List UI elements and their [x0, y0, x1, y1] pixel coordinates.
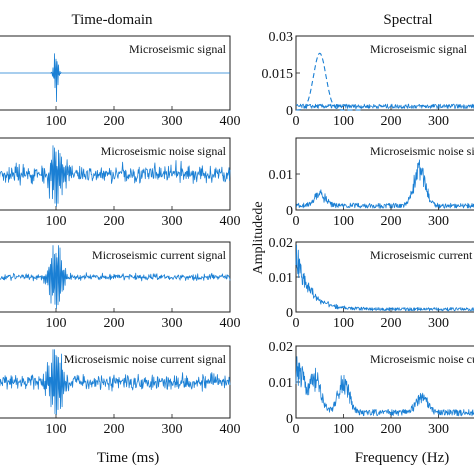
signal-trace — [295, 244, 474, 312]
x-tick-label: 300 — [162, 422, 183, 437]
y-tick-label: 0.01 — [269, 376, 294, 391]
panel-label: Microseismic signal — [129, 42, 227, 56]
panel-5-time: 100 200 300 400 Microseismic current signal — [0, 241, 241, 331]
panel-8-spectral: 0 100 200 300 0 0.01 0.02 Microseismic noise cu… — [269, 340, 474, 437]
dashed-peak-trace — [295, 52, 363, 111]
frequency-axis-label: Frequency (Hz) — [355, 450, 450, 466]
y-tick-label: 0 — [286, 204, 293, 219]
y-tick-label: 0.02 — [269, 236, 294, 251]
signal-trace — [295, 356, 474, 417]
x-tick-label: 400 — [220, 114, 241, 129]
x-tick-label: 200 — [104, 114, 125, 129]
x-tick-label: 100 — [333, 316, 354, 331]
signal-trace — [0, 349, 231, 415]
x-tick-label: 300 — [428, 422, 449, 437]
signal-trace — [0, 245, 231, 309]
amplitude-axis-label: Amplitudede — [251, 201, 266, 274]
x-tick-label: 100 — [333, 422, 354, 437]
x-tick-label: 300 — [428, 214, 449, 229]
x-tick-label: 200 — [381, 422, 402, 437]
x-tick-label: 300 — [162, 114, 183, 129]
x-tick-label: 100 — [46, 114, 67, 129]
x-tick-label: 100 — [46, 214, 67, 229]
x-tick-label: 200 — [104, 422, 125, 437]
panel-label: Microseismic noise signal — [370, 144, 474, 158]
signal-trace — [295, 103, 474, 109]
panel-label: Microseismic signal — [370, 42, 468, 56]
right-column-title: Spectral — [383, 12, 432, 28]
x-tick-label: 100 — [46, 422, 67, 437]
signal-trace — [296, 159, 474, 209]
x-tick-label: 300 — [428, 114, 449, 129]
y-tick-label: 0 — [286, 412, 293, 427]
y-tick-label: 0.03 — [269, 30, 294, 45]
signal-trace — [0, 53, 230, 102]
x-tick-label: 100 — [333, 214, 354, 229]
panel-6-spectral: 0 100 200 300 0 0.01 0.02 Microseismic current … — [269, 236, 474, 331]
x-tick-label: 300 — [428, 316, 449, 331]
x-tick-label: 400 — [220, 422, 241, 437]
x-tick-label: 300 — [162, 316, 183, 331]
panel-3-time: 100 200 300 400 Microseismic noise signal — [0, 137, 241, 229]
y-tick-label: 0.02 — [269, 340, 294, 355]
x-tick-label: 300 — [162, 214, 183, 229]
y-tick-label: 0.01 — [269, 168, 294, 183]
x-tick-label: 200 — [381, 214, 402, 229]
x-tick-label: 400 — [220, 214, 241, 229]
x-tick-label: 400 — [220, 316, 241, 331]
panel-label: Microseismic noise signal — [101, 144, 227, 158]
time-axis-label: Time (ms) — [97, 450, 159, 466]
panels: 100 200 300 400 Microseismic signal 0 100 200 30… — [0, 30, 474, 437]
signal-trace — [0, 145, 231, 207]
y-tick-label: 0 — [286, 104, 293, 119]
panel-4-spectral: 0 100 200 300 0 0.01 Microseismic noise signal — [269, 137, 474, 229]
x-tick-label: 200 — [381, 114, 402, 129]
y-tick-label: 0 — [286, 306, 293, 321]
x-tick-label: 0 — [293, 214, 300, 229]
panel-2-spectral: 0 100 200 300 0 0.015 0.03 Microseismic signal — [262, 30, 474, 129]
left-column-title: Time-domain — [71, 12, 153, 28]
x-tick-label: 0 — [293, 316, 300, 331]
x-tick-label: 100 — [333, 114, 354, 129]
y-tick-label: 0.01 — [269, 271, 294, 286]
x-tick-label: 100 — [46, 316, 67, 331]
panel-1-time: 100 200 300 400 Microseismic signal — [0, 35, 241, 129]
x-tick-label: 0 — [293, 114, 300, 129]
x-tick-label: 0 — [293, 422, 300, 437]
panel-label: Microseismic current signal — [92, 248, 227, 262]
panel-label: Microseismic current signal — [370, 248, 474, 262]
x-tick-label: 200 — [104, 214, 125, 229]
panel-label: Microseismic noise current signal — [370, 352, 474, 366]
panel-7-time: 100 200 300 400 Microseismic noise current s… — [0, 345, 241, 437]
y-tick-label: 0.015 — [262, 67, 294, 82]
x-tick-label: 200 — [381, 316, 402, 331]
x-tick-label: 200 — [104, 316, 125, 331]
panel-label: Microseismic noise current signal — [64, 352, 227, 366]
